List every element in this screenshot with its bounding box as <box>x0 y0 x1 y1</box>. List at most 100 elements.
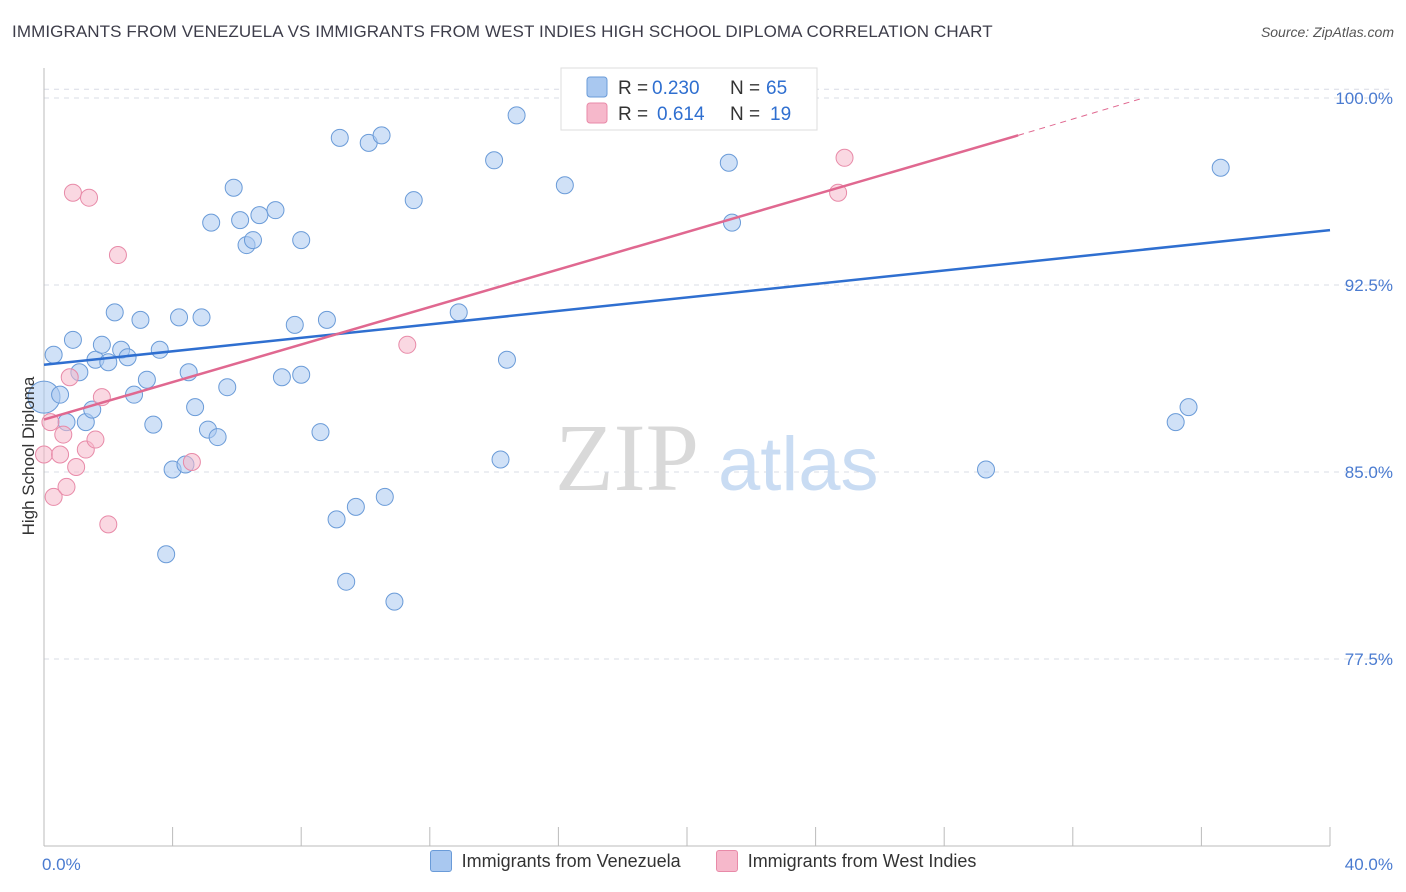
y-tick-label: 85.0% <box>1345 463 1393 482</box>
grid-lines <box>44 88 1393 660</box>
point-west-indies <box>182 453 201 471</box>
point-west-indies <box>99 515 118 534</box>
trendline-west-indies <box>43 134 1019 421</box>
point-west-indies <box>108 246 127 265</box>
point-west-indies <box>835 148 854 167</box>
point-venezuela <box>192 308 211 327</box>
trendline-west-indies <box>1018 97 1144 136</box>
point-venezuela <box>311 423 330 442</box>
point-venezuela <box>497 350 516 369</box>
point-venezuela <box>292 231 311 250</box>
point-venezuela <box>150 340 169 359</box>
point-venezuela <box>976 460 995 479</box>
point-venezuela <box>170 308 189 327</box>
y-axis-label: High School Diploma <box>19 376 38 535</box>
point-venezuela <box>1166 413 1185 432</box>
point-venezuela <box>292 365 311 384</box>
point-west-indies <box>57 477 76 496</box>
legend-r-value-blue: 0.230 <box>652 78 700 99</box>
x-tick-labels: 0.0% 40.0% <box>42 855 1393 874</box>
point-venezuela <box>131 310 150 329</box>
point-venezuela <box>507 106 526 125</box>
point-venezuela <box>317 310 336 329</box>
point-west-indies <box>80 188 99 207</box>
legend-n-value-blue: 65 <box>766 78 787 99</box>
point-venezuela <box>485 151 504 170</box>
trendline-venezuela <box>43 228 1331 366</box>
point-venezuela <box>719 153 738 172</box>
point-venezuela <box>385 592 404 611</box>
point-venezuela <box>224 178 243 197</box>
point-venezuela <box>337 572 356 591</box>
data-points <box>27 78 1230 611</box>
point-venezuela <box>250 206 269 225</box>
point-west-indies <box>44 487 63 506</box>
point-venezuela <box>372 126 391 145</box>
point-venezuela <box>202 213 221 232</box>
legend-item-west-indies: Immigrants from West Indies <box>715 850 977 872</box>
point-venezuela <box>157 545 176 564</box>
watermark: ZIP atlas <box>555 404 879 511</box>
legend-item-venezuela: Immigrants from Venezuela <box>429 850 681 872</box>
point-venezuela <box>346 497 365 516</box>
point-venezuela <box>186 398 205 417</box>
x-tick-label: 0.0% <box>42 855 81 874</box>
point-venezuela <box>208 428 227 447</box>
point-west-indies <box>398 335 417 354</box>
point-west-indies <box>35 445 53 464</box>
point-west-indies <box>63 183 82 202</box>
point-venezuela <box>327 510 346 529</box>
legend-swatch-pink <box>586 102 608 124</box>
legend-n-value-pink: 19 <box>770 104 791 125</box>
point-venezuela <box>243 231 262 250</box>
legend-r-label-pink: R = <box>618 104 648 125</box>
point-venezuela <box>555 176 574 195</box>
y-tick-label: 77.5% <box>1345 650 1393 669</box>
top-legend: R = 0.230 N = 65 R = 0.614 N = 19 <box>560 67 818 131</box>
point-venezuela <box>272 368 291 387</box>
point-west-indies <box>86 430 105 449</box>
legend-swatch-west-indies <box>715 850 738 872</box>
y-tick-labels: 77.5% 85.0% 92.5% 100.0% <box>1335 89 1393 669</box>
point-venezuela <box>144 415 163 434</box>
legend-r-value-pink: 0.614 <box>657 104 705 125</box>
legend-swatch-blue <box>586 76 608 98</box>
point-venezuela <box>63 330 82 349</box>
legend-n-label-pink: N = <box>730 104 760 125</box>
point-venezuela <box>51 385 70 404</box>
point-venezuela <box>285 315 304 334</box>
point-venezuela <box>330 128 349 147</box>
legend-label-west-indies: Immigrants from West Indies <box>747 850 977 871</box>
point-west-indies <box>51 445 70 464</box>
source-label: Source: ZipAtlas.com <box>1260 24 1394 40</box>
point-venezuela <box>404 191 423 210</box>
point-venezuela <box>1179 398 1198 417</box>
point-venezuela <box>105 303 124 322</box>
point-venezuela <box>137 370 156 389</box>
y-tick-label: 92.5% <box>1345 276 1393 295</box>
legend-label-venezuela: Immigrants from Venezuela <box>461 850 681 871</box>
point-venezuela <box>218 378 237 397</box>
point-west-indies <box>67 457 86 476</box>
x-tick-label: 40.0% <box>1345 855 1393 874</box>
point-venezuela <box>92 335 111 354</box>
watermark-atlas: atlas <box>718 422 879 507</box>
point-venezuela <box>491 450 510 469</box>
legend-n-label-blue: N = <box>730 78 760 99</box>
point-venezuela <box>266 201 285 220</box>
point-venezuela <box>375 487 394 506</box>
y-tick-label: 100.0% <box>1335 89 1393 108</box>
chart-title: IMMIGRANTS FROM VENEZUELA VS IMMIGRANTS … <box>12 22 993 41</box>
point-venezuela <box>231 211 250 230</box>
point-west-indies <box>54 425 73 444</box>
legend-r-label-blue: R = <box>618 78 648 99</box>
point-venezuela <box>1211 158 1230 177</box>
bottom-legend: Immigrants from Venezuela Immigrants fro… <box>0 850 1406 877</box>
point-venezuela <box>449 303 468 322</box>
watermark-zip: ZIP <box>555 404 699 511</box>
point-venezuela <box>44 345 63 364</box>
trend-lines <box>43 97 1331 421</box>
legend-swatch-venezuela <box>429 850 452 872</box>
point-west-indies <box>60 368 79 387</box>
